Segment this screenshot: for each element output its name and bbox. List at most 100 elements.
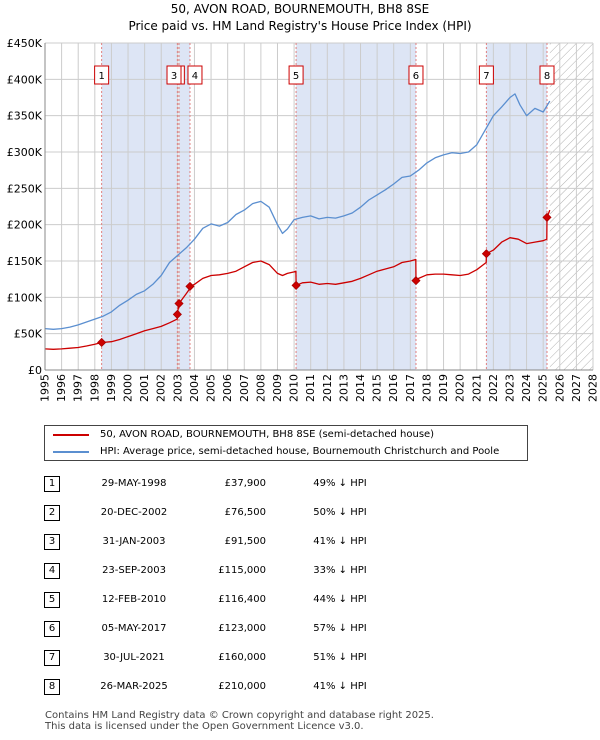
marker-label-8: 8: [544, 71, 550, 82]
sale-point-2: [172, 309, 182, 319]
row-price: £37,900: [224, 478, 266, 489]
x-tick-label-7: 2002: [155, 374, 168, 402]
x-tick-label-27: 2022: [487, 374, 500, 402]
x-tick-label-17: 2012: [321, 374, 334, 402]
y-tick-label-7: £350K: [7, 110, 43, 123]
row-number: 1: [44, 476, 60, 492]
sale-point-3: [174, 298, 184, 309]
row-date: 29-MAY-1998: [101, 478, 167, 489]
x-tick-label-10: 2005: [205, 374, 218, 402]
marker-label-7: 7: [483, 71, 489, 82]
row-price: £160,000: [218, 652, 266, 663]
x-tick-label-30: 2025: [537, 374, 550, 402]
sale-point-1: [97, 337, 107, 348]
row-number: 5: [44, 592, 60, 608]
x-tick-label-29: 2024: [520, 374, 533, 402]
x-tick-label-25: 2020: [454, 374, 467, 402]
x-tick-label-33: 2028: [587, 374, 600, 402]
row-date: 26-MAR-2025: [100, 681, 168, 692]
future-hatch-region: [549, 43, 593, 370]
x-tick-label-23: 2018: [420, 374, 433, 402]
row-hpi-diff: 33% ↓ HPI: [313, 565, 367, 576]
y-tick-label-2: £100K: [7, 291, 43, 304]
y-tick-label-0: £0: [28, 364, 42, 377]
x-tick-label-28: 2023: [503, 374, 516, 402]
table-row: 6 05-MAY-2017 £123,000 57% ↓ HPI: [0, 617, 600, 643]
marker-label-5: 5: [293, 71, 299, 82]
table-row: 7 30-JUL-2021 £160,000 51% ↓ HPI: [0, 646, 600, 672]
price-chart: 12345678 £0£50K£100K£150K£200K£250K£300K…: [7, 37, 600, 402]
marker-label-1: 1: [98, 71, 104, 82]
marker-box-7: [478, 65, 494, 85]
x-tick-label-1: 1996: [55, 374, 68, 402]
x-tick-label-22: 2017: [404, 374, 417, 402]
row-hpi-diff: 41% ↓ HPI: [313, 681, 367, 692]
row-price: £210,000: [218, 681, 266, 692]
chart-title: 50, AVON ROAD, BOURNEMOUTH, BH8 8SE: [170, 2, 430, 16]
y-tick-label-3: £150K: [7, 255, 43, 268]
y-tick-label-4: £200K: [7, 219, 43, 232]
row-number: 6: [44, 621, 60, 637]
sale-point-5: [291, 280, 301, 290]
table-row: 8 26-MAR-2025 £210,000 41% ↓ HPI: [0, 675, 600, 701]
chart-subtitle: Price paid vs. HM Land Registry's House …: [128, 19, 472, 33]
property-price-line: [44, 209, 551, 350]
x-tick-label-13: 2008: [254, 374, 267, 402]
marker-label-6: 6: [413, 71, 419, 82]
y-tick-label-6: £300K: [7, 146, 43, 159]
row-price: £116,400: [218, 594, 266, 605]
y-tick-label-8: £400K: [7, 73, 43, 86]
marker-box-5: [288, 65, 304, 85]
x-tick-label-20: 2015: [371, 374, 384, 402]
sale-point-8: [542, 212, 552, 222]
table-row: 2 20-DEC-2002 £76,500 50% ↓ HPI: [0, 501, 600, 527]
x-tick-label-8: 2003: [171, 374, 184, 402]
x-tick-label-24: 2019: [437, 374, 450, 402]
x-tick-label-14: 2009: [271, 374, 284, 402]
x-tick-label-32: 2027: [570, 374, 583, 402]
footer-copyright: Contains HM Land Registry data © Crown c…: [45, 710, 434, 721]
x-tick-label-21: 2016: [387, 374, 400, 402]
legend-label-hpi: HPI: Average price, semi-detached house,…: [100, 446, 500, 457]
legend: 50, AVON ROAD, BOURNEMOUTH, BH8 8SE (sem…: [44, 425, 528, 461]
marker-box-6: [408, 65, 424, 85]
legend-blue-line: [53, 451, 89, 453]
row-price: £115,000: [218, 565, 266, 576]
x-tick-label-18: 2013: [337, 374, 350, 402]
ownership-band-1: [101, 43, 178, 370]
row-price: £76,500: [224, 507, 266, 518]
ownership-band-2: [179, 43, 190, 370]
x-tick-label-15: 2010: [288, 374, 301, 402]
row-number: 4: [44, 563, 60, 579]
row-price: £123,000: [218, 623, 266, 634]
table-row: 4 23-SEP-2003 £115,000 33% ↓ HPI: [0, 559, 600, 585]
marker-label-3: 3: [171, 71, 177, 82]
hpi-line: [44, 93, 551, 330]
row-hpi-diff: 51% ↓ HPI: [313, 652, 367, 663]
x-tick-label-0: 1995: [39, 374, 52, 402]
row-price: £91,500: [224, 536, 266, 547]
footer-licence: This data is licensed under the Open Gov…: [45, 721, 364, 732]
legend-red-line: [53, 434, 89, 436]
row-number: 2: [44, 505, 60, 521]
table-row: 1 29-MAY-1998 £37,900 49% ↓ HPI: [0, 472, 600, 498]
legend-item-hpi: HPI: Average price, semi-detached house,…: [45, 444, 527, 460]
row-date: 23-SEP-2003: [102, 565, 166, 576]
row-number: 3: [44, 534, 60, 550]
row-hpi-diff: 41% ↓ HPI: [313, 536, 367, 547]
x-tick-label-2: 1997: [72, 374, 85, 402]
row-number: 7: [44, 650, 60, 666]
marker-box-3: [166, 65, 182, 85]
x-tick-label-3: 1998: [88, 374, 101, 402]
row-number: 8: [44, 679, 60, 695]
ownership-band-4: [486, 43, 548, 370]
sale-point-6: [411, 276, 421, 286]
x-tick-label-19: 2014: [354, 374, 367, 402]
row-hpi-diff: 49% ↓ HPI: [313, 478, 367, 489]
ownership-band-3: [296, 43, 416, 370]
row-hpi-diff: 44% ↓ HPI: [313, 594, 367, 605]
sale-point-7: [481, 249, 491, 259]
x-tick-label-31: 2026: [553, 374, 566, 402]
x-tick-label-5: 2000: [122, 374, 135, 402]
y-tick-label-9: £450K: [7, 37, 43, 50]
